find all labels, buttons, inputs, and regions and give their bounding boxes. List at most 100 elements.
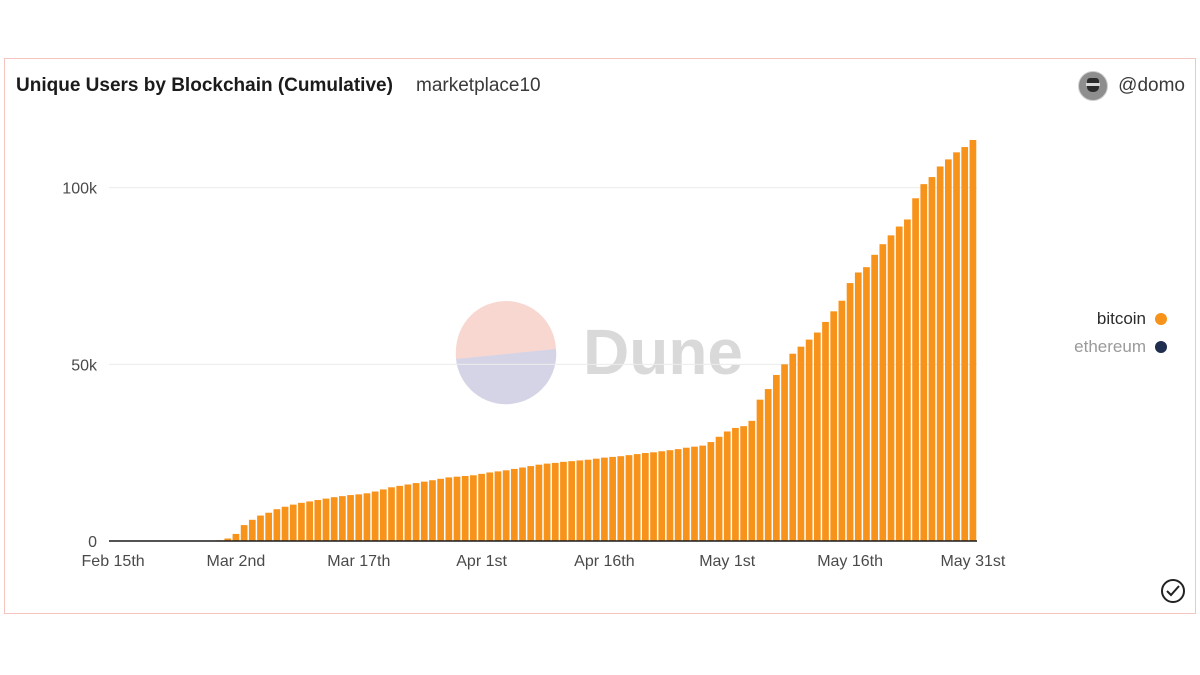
bar-bitcoin[interactable] — [306, 501, 313, 541]
bar-bitcoin[interactable] — [420, 481, 428, 541]
bar-bitcoin[interactable] — [453, 476, 461, 541]
bar-bitcoin[interactable] — [822, 321, 829, 541]
bar-bitcoin[interactable] — [642, 453, 649, 541]
bar-bitcoin[interactable] — [568, 461, 576, 541]
bar-bitcoin[interactable] — [576, 460, 584, 541]
bar-bitcoin[interactable] — [863, 267, 870, 541]
bar-bitcoin[interactable] — [412, 483, 420, 541]
bar-bitcoin[interactable] — [969, 139, 977, 541]
bar-bitcoin[interactable] — [805, 339, 813, 541]
bar-bitcoin[interactable] — [944, 159, 952, 541]
bar-bitcoin[interactable] — [551, 462, 559, 541]
bar-bitcoin[interactable] — [510, 468, 518, 541]
author-name: @domo — [1118, 75, 1185, 96]
bar-bitcoin[interactable] — [560, 461, 567, 541]
bar-bitcoin[interactable] — [379, 489, 387, 541]
bar-bitcoin[interactable] — [871, 254, 878, 542]
bar-bitcoin[interactable] — [363, 493, 371, 541]
bar-bitcoin[interactable] — [715, 436, 723, 541]
bar-bitcoin[interactable] — [339, 496, 346, 541]
bar-bitcoin[interactable] — [527, 466, 535, 541]
bar-bitcoin[interactable] — [707, 442, 715, 541]
bar-bitcoin[interactable] — [396, 485, 404, 541]
bar-bitcoin[interactable] — [625, 455, 633, 541]
bar-bitcoin[interactable] — [674, 449, 682, 541]
bar-bitcoin[interactable] — [371, 491, 379, 541]
bar-bitcoin[interactable] — [953, 152, 960, 541]
bar-bitcoin[interactable] — [633, 454, 641, 541]
bar-bitcoin[interactable] — [691, 446, 698, 541]
bar-bitcoin[interactable] — [502, 470, 510, 541]
bar-bitcoin[interactable] — [617, 456, 625, 541]
bar-bitcoin[interactable] — [248, 519, 256, 541]
bar-bitcoin[interactable] — [330, 497, 338, 541]
bar-bitcoin[interactable] — [470, 475, 477, 541]
bar-bitcoin[interactable] — [519, 467, 526, 541]
bar-bitcoin[interactable] — [740, 426, 747, 541]
bar-bitcoin[interactable] — [838, 300, 846, 541]
bar-bitcoin[interactable] — [486, 472, 494, 541]
bar-bitcoin[interactable] — [232, 533, 240, 541]
bar-bitcoin[interactable] — [281, 506, 289, 541]
bar-bitcoin[interactable] — [936, 166, 944, 541]
bar-bitcoin[interactable] — [781, 364, 788, 541]
bar-bitcoin[interactable] — [666, 450, 674, 541]
check-circle-icon[interactable] — [1161, 579, 1185, 603]
legend-item-ethereum[interactable]: ethereum — [1074, 337, 1167, 357]
author-link[interactable]: @domo — [1078, 71, 1185, 101]
bar-bitcoin[interactable] — [797, 346, 805, 541]
bar-bitcoin[interactable] — [830, 311, 838, 541]
bar-bitcoin[interactable] — [461, 475, 469, 541]
chart-title: Unique Users by Blockchain (Cumulative) — [16, 75, 393, 96]
bar-bitcoin[interactable] — [920, 184, 928, 541]
bar-bitcoin[interactable] — [813, 332, 821, 541]
bar-bitcoin[interactable] — [355, 494, 363, 541]
bar-bitcoin[interactable] — [904, 219, 911, 541]
legend-item-bitcoin[interactable]: bitcoin — [1097, 309, 1167, 329]
bar-bitcoin[interactable] — [854, 272, 862, 541]
bar-bitcoin[interactable] — [682, 447, 690, 541]
bar-bitcoin[interactable] — [445, 477, 453, 541]
bar-bitcoin[interactable] — [257, 515, 264, 541]
bar-bitcoin[interactable] — [584, 459, 592, 541]
bar-bitcoin[interactable] — [224, 538, 232, 541]
bar-bitcoin[interactable] — [732, 427, 739, 541]
bar-bitcoin[interactable] — [748, 420, 756, 541]
bar-bitcoin[interactable] — [347, 495, 354, 541]
bar-bitcoin[interactable] — [478, 473, 485, 541]
bar-bitcoin[interactable] — [699, 445, 707, 541]
bar-bitcoin[interactable] — [609, 456, 616, 541]
bar-bitcoin[interactable] — [658, 451, 666, 541]
bar-bitcoin[interactable] — [437, 478, 444, 541]
bar-bitcoin[interactable] — [298, 502, 305, 541]
query-name[interactable]: marketplace10 — [416, 75, 541, 96]
bar-bitcoin[interactable] — [429, 480, 436, 541]
bar-bitcoin[interactable] — [404, 484, 412, 541]
bar-bitcoin[interactable] — [601, 457, 608, 541]
bar-bitcoin[interactable] — [789, 353, 797, 541]
bar-bitcoin[interactable] — [723, 431, 731, 541]
bar-bitcoin[interactable] — [879, 244, 887, 541]
bar-bitcoin[interactable] — [912, 198, 919, 541]
bar-bitcoin[interactable] — [846, 283, 854, 541]
bar-bitcoin[interactable] — [240, 525, 248, 541]
legend: bitcoin ethereum — [1074, 309, 1167, 357]
bar-bitcoin[interactable] — [535, 464, 543, 541]
bar-bitcoin[interactable] — [265, 512, 273, 541]
bar-bitcoin[interactable] — [289, 504, 297, 541]
bar-bitcoin[interactable] — [494, 471, 502, 541]
bar-bitcoin[interactable] — [756, 399, 764, 541]
bar-bitcoin[interactable] — [273, 509, 281, 541]
bar-bitcoin[interactable] — [961, 147, 969, 541]
bar-bitcoin[interactable] — [322, 498, 330, 541]
bar-bitcoin[interactable] — [928, 177, 936, 541]
bar-bitcoin[interactable] — [764, 389, 772, 541]
bar-bitcoin[interactable] — [887, 235, 895, 541]
bar-bitcoin[interactable] — [895, 226, 903, 541]
bar-bitcoin[interactable] — [773, 374, 780, 541]
bar-bitcoin[interactable] — [592, 458, 600, 541]
bar-bitcoin[interactable] — [314, 500, 322, 541]
bar-bitcoin[interactable] — [388, 487, 395, 541]
bar-bitcoin[interactable] — [543, 463, 551, 541]
bar-bitcoin[interactable] — [650, 452, 657, 541]
